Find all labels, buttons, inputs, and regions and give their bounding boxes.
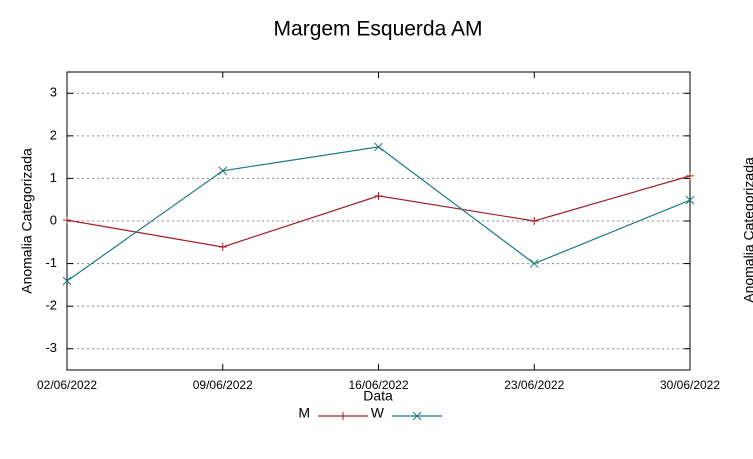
point-marker — [218, 166, 228, 176]
point-marker — [529, 259, 539, 268]
y-tick-label: -2 — [45, 298, 57, 313]
point-marker — [374, 191, 383, 200]
point-marker — [62, 276, 72, 286]
point-marker — [685, 195, 695, 205]
x-tick-label: 16/06/2022 — [348, 378, 408, 392]
point-marker — [218, 242, 227, 251]
y-tick-label: 3 — [50, 85, 57, 100]
x-tick-label: 23/06/2022 — [504, 378, 564, 392]
point-marker — [339, 412, 347, 420]
y-tick-label: 0 — [50, 212, 57, 227]
x-tick-label: 02/06/2022 — [37, 378, 97, 392]
legend-label: W — [371, 405, 385, 421]
point-marker — [686, 171, 694, 180]
chart-title: Margem Esquerda AM — [274, 18, 483, 41]
x-tick-label: 30/06/2022 — [660, 378, 720, 392]
y-tick-label: -3 — [45, 340, 57, 355]
point-marker — [63, 216, 71, 225]
point-marker — [412, 411, 422, 421]
point-marker — [374, 142, 383, 152]
y-axis-label: Anomalia Categorizada — [19, 148, 35, 294]
series-line — [66, 146, 691, 282]
series-line — [66, 175, 691, 248]
point-marker — [530, 217, 539, 225]
x-tick-label: 09/06/2022 — [193, 378, 253, 392]
clipped-axis-label: Anomalia Categorizada — [741, 157, 753, 303]
x-axis-label: Data — [363, 388, 393, 404]
y-tick-label: -1 — [45, 255, 57, 270]
y-tick-label: 1 — [50, 170, 57, 185]
legend-label: M — [298, 405, 310, 421]
y-tick-label: 2 — [50, 127, 57, 142]
